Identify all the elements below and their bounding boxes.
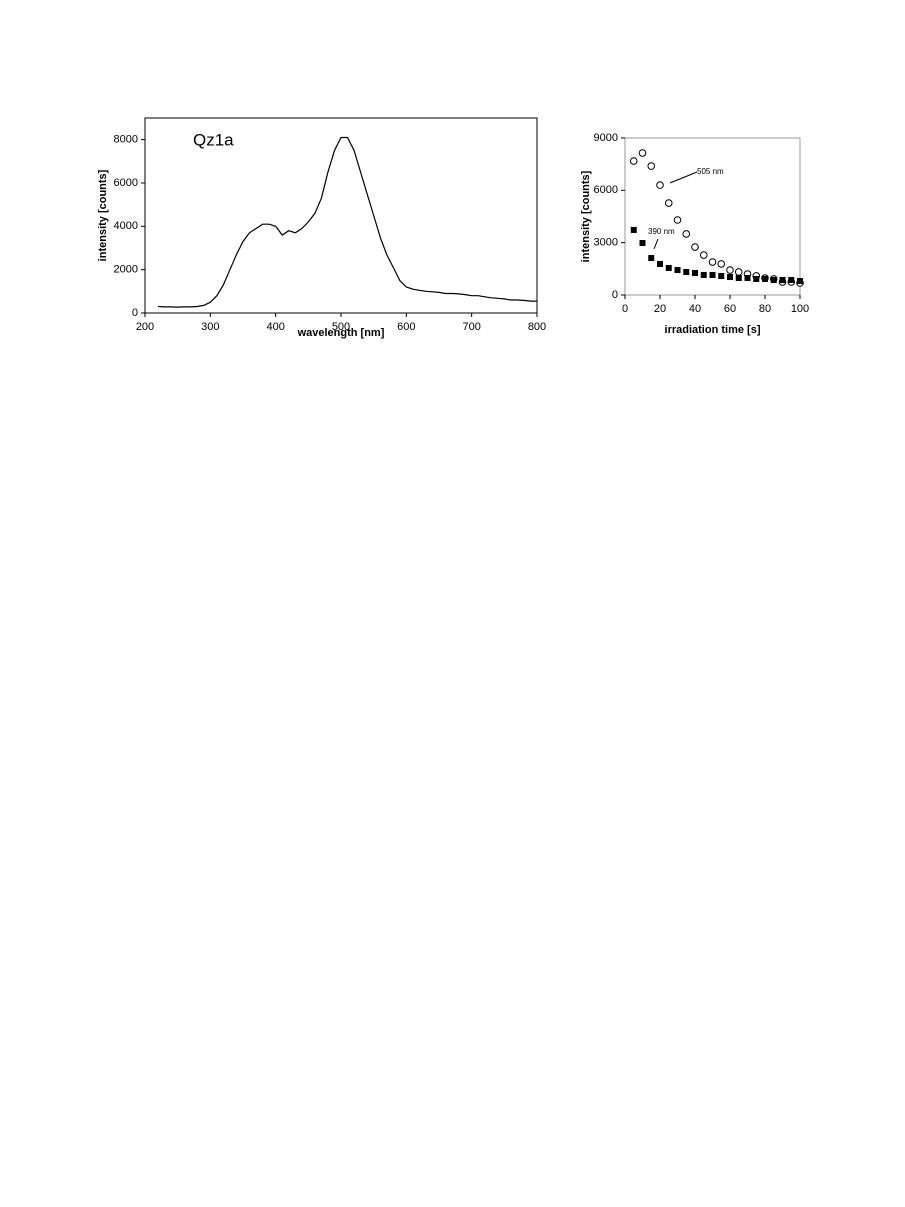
annotation: Qz1a [193, 130, 234, 149]
point [665, 264, 672, 271]
point [744, 274, 751, 281]
point [788, 276, 795, 283]
point [726, 266, 734, 274]
y-tick-label: 9000 [594, 132, 618, 144]
y-tick-label: 6000 [114, 177, 138, 189]
point [638, 149, 647, 157]
x-tick-label: 500 [332, 321, 350, 333]
point [779, 276, 786, 283]
point [630, 226, 637, 233]
x-tick-label: 200 [136, 321, 154, 333]
leader-line [669, 171, 698, 184]
plot-frame [624, 137, 801, 296]
point [692, 270, 698, 277]
point [718, 272, 725, 279]
point [647, 162, 656, 170]
point [656, 181, 664, 189]
point [657, 260, 663, 267]
point [674, 267, 681, 274]
point [709, 271, 716, 278]
point [639, 240, 646, 247]
point [629, 157, 638, 165]
x-tick-label: 0 [622, 303, 628, 315]
leader-line [653, 238, 659, 250]
spectrum-line [158, 136, 537, 308]
x-tick-label: 400 [266, 321, 284, 333]
point [797, 278, 803, 285]
point [683, 268, 690, 275]
point [753, 275, 760, 282]
point [770, 276, 777, 283]
y-tick-label: 6000 [594, 184, 618, 196]
point [700, 271, 707, 278]
point [735, 274, 742, 281]
x-tick-label: 300 [201, 321, 219, 333]
x-tick-label: 100 [791, 303, 809, 315]
y-axis-label: intensity [counts] [580, 170, 592, 262]
point [762, 275, 768, 282]
x-tick-label: 80 [759, 303, 771, 315]
series-label: 505 nm [697, 167, 724, 176]
x-tick-label: 700 [462, 321, 480, 333]
y-tick-label: 0 [612, 289, 618, 301]
x-tick-label: 600 [397, 321, 415, 333]
point [727, 274, 733, 281]
x-tick-label: 40 [689, 303, 701, 315]
x-tick-label: 800 [528, 321, 546, 333]
x-tick-label: 20 [654, 303, 666, 315]
point [648, 255, 655, 262]
x-axis-label: wavelength [nm] [297, 327, 385, 339]
point [691, 243, 699, 251]
point [717, 260, 726, 268]
series-label: 390 nm [648, 227, 675, 236]
y-tick-label: 2000 [114, 264, 138, 276]
point [708, 258, 717, 266]
point [664, 199, 673, 207]
y-tick-label: 8000 [114, 134, 138, 146]
x-tick-label: 60 [724, 303, 736, 315]
y-tick-label: 0 [132, 307, 138, 319]
x-axis-label: irradiation time [s] [665, 324, 761, 336]
point [699, 251, 708, 259]
y-tick-label: 4000 [114, 220, 138, 232]
point [734, 268, 743, 276]
point [673, 216, 682, 224]
y-axis-label: intensity [counts] [97, 169, 109, 261]
point [682, 230, 691, 238]
y-tick-label: 3000 [594, 237, 618, 249]
